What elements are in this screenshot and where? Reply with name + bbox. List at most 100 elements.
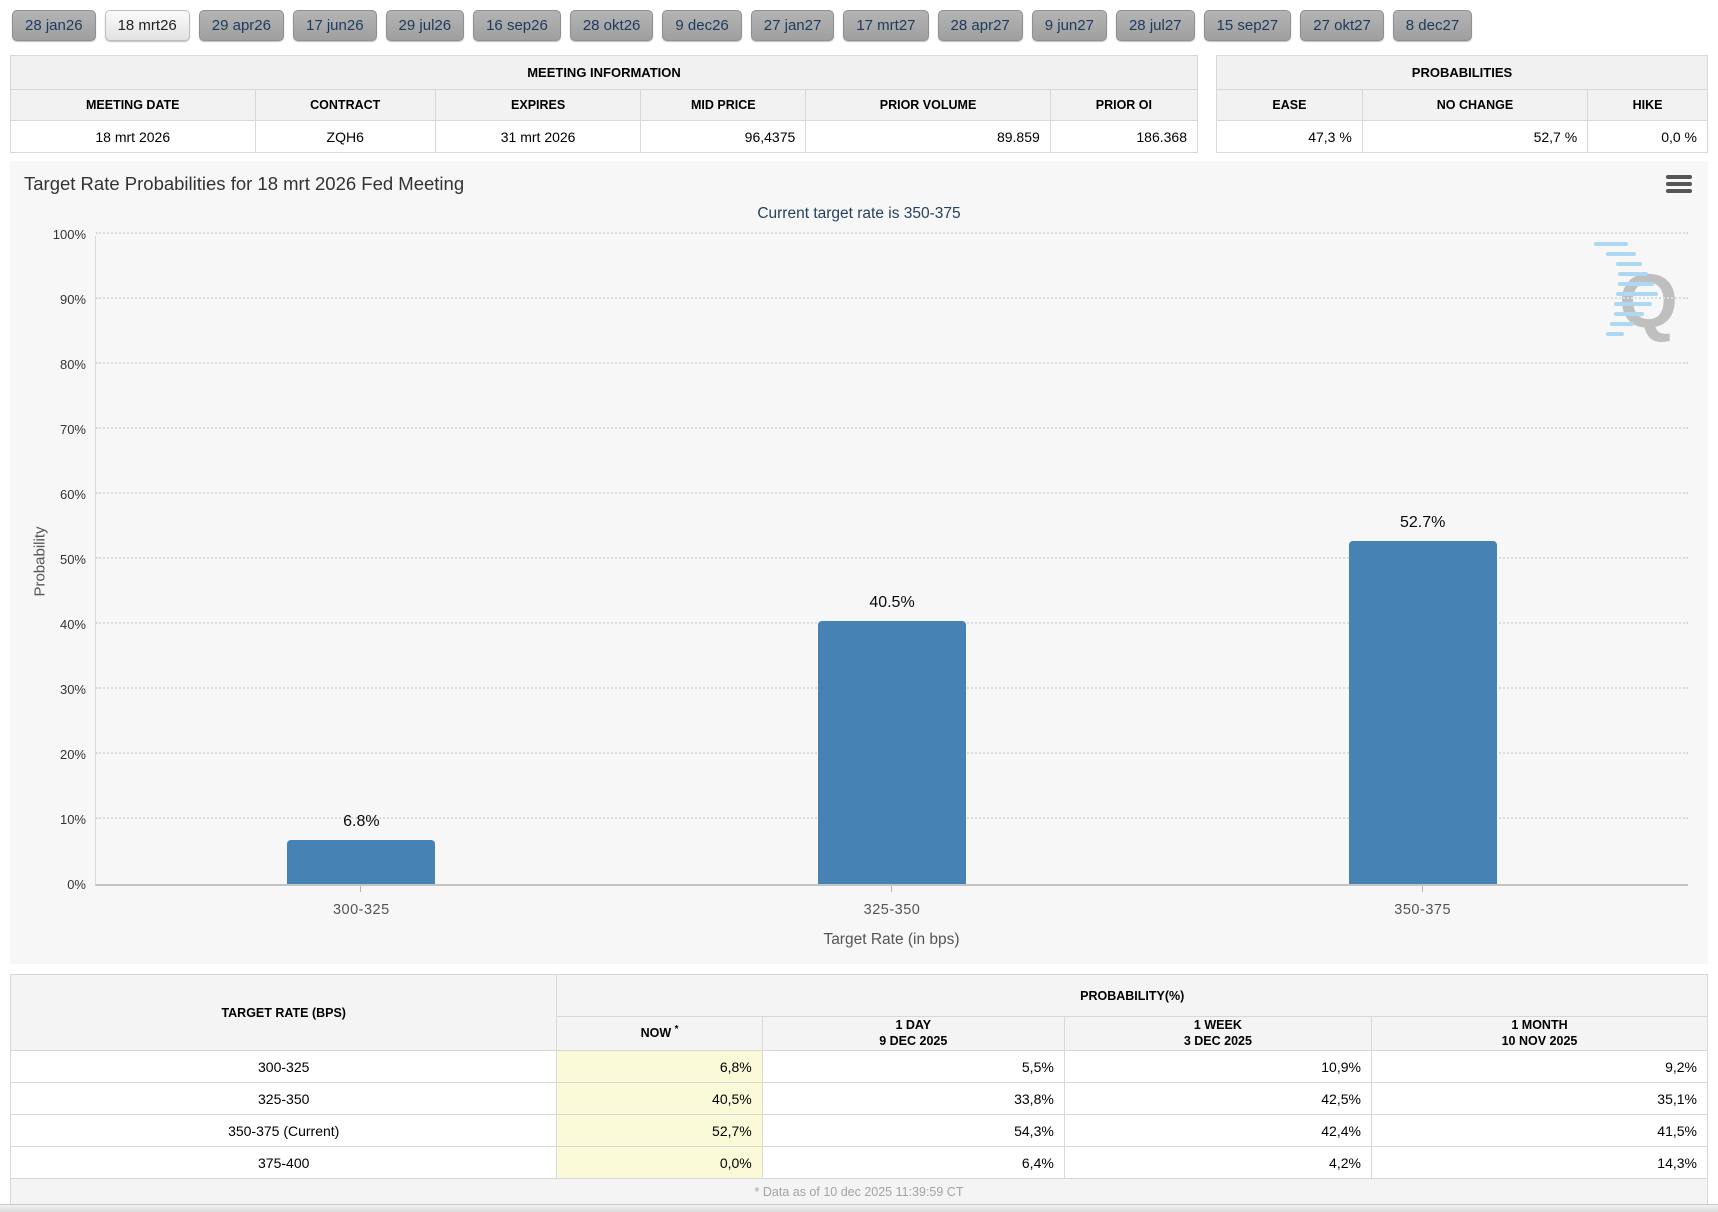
now-probability: 52,7%: [556, 1114, 763, 1147]
probabilities-summary-table: PROBABILITIES EASE NO CHANGE HIKE 47,3 %…: [1216, 55, 1708, 153]
x-tick-label: 300-325: [332, 902, 390, 918]
month-probability: 14,3%: [1370, 1146, 1709, 1179]
now-probability: 40,5%: [556, 1082, 763, 1115]
month-probability: 9,2%: [1370, 1050, 1709, 1083]
gridline: [96, 232, 1688, 234]
target-rate-chart: Target Rate Probabilities for 18 mrt 202…: [10, 161, 1708, 964]
day-probability: 33,8%: [761, 1082, 1065, 1115]
bar-value-label: 6.8%: [343, 812, 380, 830]
rate-range: 325-350: [9, 1082, 558, 1115]
y-tick-label: 30%: [59, 682, 86, 697]
x-tick-mark: [1421, 886, 1423, 892]
meeting-information-title: MEETING INFORMATION: [10, 55, 1198, 90]
now-probability: 0,0%: [556, 1146, 763, 1179]
bar-350-375[interactable]: [1348, 541, 1497, 884]
col-no-change: NO CHANGE: [1361, 89, 1589, 121]
tab-17-jun26[interactable]: 17 jun26: [292, 10, 377, 41]
tab-27-jan27[interactable]: 27 jan27: [750, 10, 835, 41]
now-probability: 6,8%: [556, 1050, 763, 1083]
col-contract: CONTRACT: [254, 89, 436, 121]
week-probability: 4,2%: [1063, 1146, 1372, 1179]
gridline: [96, 297, 1688, 299]
mid-price-value: 96,4375: [640, 120, 807, 153]
prior-volume-value: 89.859: [805, 120, 1051, 153]
tab-17-mrt27[interactable]: 17 mrt27: [843, 10, 929, 41]
tab-9-jun27[interactable]: 9 jun27: [1031, 10, 1107, 41]
bar-value-label: 40.5%: [869, 593, 915, 611]
gridline: [96, 492, 1688, 494]
col-now: NOW *: [556, 1016, 763, 1051]
week-probability: 42,5%: [1063, 1082, 1372, 1115]
chart-title: Target Rate Probabilities for 18 mrt 202…: [24, 173, 465, 194]
y-tick-label: 40%: [59, 617, 86, 632]
gridline: [96, 557, 1688, 559]
no-change-value: 52,7 %: [1361, 120, 1589, 153]
ease-value: 47,3 %: [1216, 120, 1363, 153]
prior-oi-value: 186.368: [1049, 120, 1199, 153]
rate-probability-table: TARGET RATE (BPS) PROBABILITY(%) NOW * 1…: [9, 974, 1709, 1206]
y-tick-label: 60%: [59, 487, 86, 502]
probabilities-title: PROBABILITIES: [1216, 55, 1708, 90]
hamburger-menu-icon[interactable]: [1666, 175, 1692, 195]
data-as-of-footnote: * Data as of 10 dec 2025 11:39:59 CT: [10, 1178, 1708, 1206]
table-row: 375-400 0,0% 6,4% 4,2% 14,3%: [9, 1146, 1709, 1179]
month-probability: 35,1%: [1370, 1082, 1709, 1115]
meeting-date-value: 18 mrt 2026: [10, 120, 256, 153]
rate-range: 350-375 (Current): [9, 1114, 558, 1147]
tab-29-jul26[interactable]: 29 jul26: [385, 10, 465, 41]
rate-range: 300-325: [9, 1050, 558, 1083]
x-tick-mark: [360, 886, 362, 892]
tab-16-sep26[interactable]: 16 sep26: [473, 10, 561, 41]
y-tick-label: 90%: [59, 292, 86, 307]
contract-value: ZQH6: [254, 120, 436, 153]
col-ease: EASE: [1216, 89, 1363, 121]
plot-area: 0% 10% 20% 30% 40% 50% 60% 70% 80% 90% 100% 6.8% 300…: [53, 227, 1688, 918]
col-1-day: 1 DAY 9 DEC 2025: [761, 1016, 1065, 1051]
x-tick-mark: [891, 886, 892, 892]
tab-28-jan26[interactable]: 28 jan26: [12, 10, 96, 41]
y-tick-label: 80%: [59, 357, 86, 372]
tab-18-mrt26[interactable]: 18 mrt26: [104, 10, 190, 41]
col-prior-volume: PRIOR VOLUME: [805, 89, 1051, 121]
col-target-rate-bps: TARGET RATE (BPS): [9, 974, 558, 1051]
expires-value: 31 mrt 2026: [434, 120, 642, 153]
gridline: [96, 362, 1688, 364]
y-tick-label: 0%: [67, 877, 86, 892]
table-row: 300-325 6,8% 5,5% 10,9% 9,2%: [9, 1050, 1709, 1083]
col-prior-oi: PRIOR OI: [1049, 89, 1199, 121]
now-asterisk: *: [674, 1023, 679, 1035]
col-mid-price: MID PRICE: [640, 89, 807, 121]
tab-8-dec27[interactable]: 8 dec27: [1392, 10, 1473, 41]
col-1-month: 1 MONTH 10 NOV 2025: [1370, 1016, 1709, 1051]
gridline: [96, 427, 1688, 429]
bar-300-325[interactable]: [287, 839, 436, 884]
y-tick-label: 70%: [59, 422, 86, 437]
bar-325-350[interactable]: [818, 620, 966, 884]
y-tick-label: 10%: [59, 812, 86, 827]
table-row: 325-350 40,5% 33,8% 42,5% 35,1%: [9, 1082, 1709, 1115]
tab-27-okt27[interactable]: 27 okt27: [1300, 10, 1384, 41]
x-tick-label: 325-350: [863, 902, 921, 918]
table-row: 350-375 (Current) 52,7% 54,3% 42,4% 41,5…: [9, 1114, 1709, 1147]
meeting-date-tabs: 28 jan26 18 mrt26 29 apr26 17 jun26 29 jul26…: [12, 10, 1718, 41]
tab-28-jul27[interactable]: 28 jul27: [1115, 10, 1195, 41]
x-axis-title: Target Rate (in bps): [823, 931, 960, 948]
week-probability: 10,9%: [1063, 1050, 1372, 1083]
tab-9-dec26[interactable]: 9 dec26: [662, 10, 742, 41]
col-meeting-date: MEETING DATE: [10, 89, 256, 121]
rate-range: 375-400: [9, 1146, 558, 1179]
tab-28-apr27[interactable]: 28 apr27: [937, 10, 1023, 41]
tab-15-sep27[interactable]: 15 sep27: [1203, 10, 1292, 41]
summary-tables: MEETING INFORMATION MEETING DATE CONTRAC…: [10, 55, 1708, 153]
meeting-information-table: MEETING INFORMATION MEETING DATE CONTRAC…: [10, 55, 1199, 153]
week-probability: 42,4%: [1063, 1114, 1372, 1147]
col-1-week: 1 WEEK 3 DEC 2025: [1063, 1016, 1372, 1051]
x-tick-label: 350-375: [1394, 902, 1452, 918]
tab-28-okt26[interactable]: 28 okt26: [569, 10, 654, 41]
col-expires: EXPIRES: [434, 89, 642, 121]
tab-29-apr26[interactable]: 29 apr26: [198, 10, 284, 41]
hike-value: 0,0 %: [1587, 120, 1708, 153]
rate-history-section: TARGET RATE (BPS) PROBABILITY(%) NOW * 1…: [9, 974, 1709, 1206]
day-probability: 54,3%: [761, 1114, 1065, 1147]
chart-subtitle: Current target rate is 350-375: [757, 205, 961, 222]
